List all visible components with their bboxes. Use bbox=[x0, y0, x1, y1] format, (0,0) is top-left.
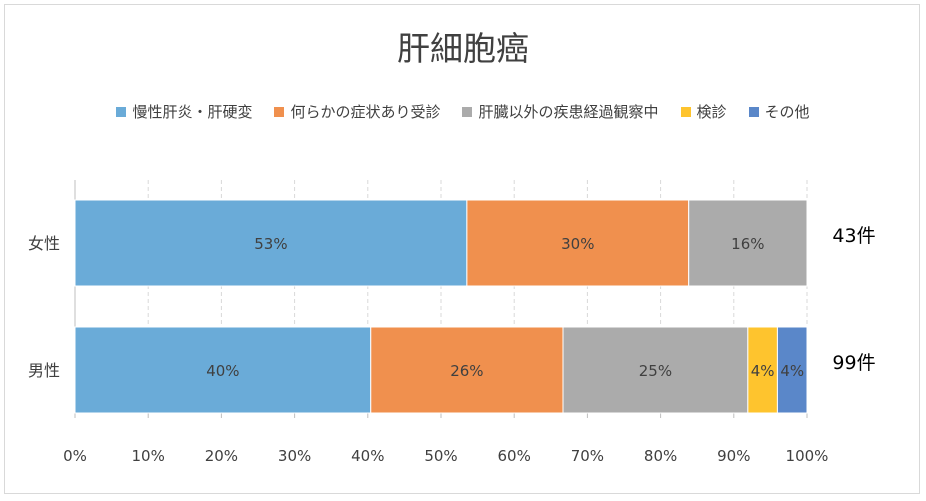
legend-label: その他 bbox=[764, 103, 810, 121]
category-label: 女性 bbox=[28, 234, 60, 253]
data-label: 4% bbox=[751, 362, 775, 380]
data-label: 25% bbox=[639, 362, 672, 380]
chart-title: 肝細胞癌 bbox=[397, 29, 529, 68]
x-tick-label: 0% bbox=[63, 447, 87, 465]
x-tick-label: 70% bbox=[571, 447, 604, 465]
count-label: 43件 bbox=[832, 225, 875, 247]
bar-segment bbox=[562, 326, 749, 414]
x-tick-label: 50% bbox=[424, 447, 457, 465]
legend-label: 何らかの症状あり受診 bbox=[290, 103, 441, 121]
count-label: 99件 bbox=[832, 352, 875, 374]
legend-item: その他 bbox=[748, 101, 810, 122]
data-label: 30% bbox=[561, 235, 594, 253]
legend-label: 肝臓以外の疾患経過観察中 bbox=[478, 103, 659, 121]
x-tick-label: 30% bbox=[278, 447, 311, 465]
legend-item: 肝臓以外の疾患経過観察中 bbox=[462, 101, 659, 122]
x-tick-label: 20% bbox=[205, 447, 238, 465]
data-label: 26% bbox=[450, 362, 483, 380]
x-tick-label: 90% bbox=[717, 447, 750, 465]
x-tick-label: 60% bbox=[498, 447, 531, 465]
bar-segment bbox=[74, 326, 372, 414]
bar-segment bbox=[466, 199, 690, 287]
bar-segment bbox=[688, 199, 808, 287]
bar-segment bbox=[370, 326, 564, 414]
legend-swatch bbox=[680, 106, 691, 117]
legend-swatch bbox=[748, 106, 759, 117]
category-label: 男性 bbox=[28, 361, 60, 380]
legend-swatch bbox=[274, 106, 285, 117]
data-label: 53% bbox=[254, 235, 287, 253]
bar-segment bbox=[776, 326, 808, 414]
chart-legend: 慢性肝炎・肝硬変 何らかの症状あり受診 肝臓以外の疾患経過観察中 検診 その他 bbox=[0, 101, 926, 122]
legend-label: 検診 bbox=[696, 103, 727, 121]
data-label: 16% bbox=[731, 235, 764, 253]
legend-swatch bbox=[116, 106, 127, 117]
x-tick-label: 10% bbox=[132, 447, 165, 465]
x-tick-label: 100% bbox=[786, 447, 829, 465]
bar-segment bbox=[74, 199, 468, 287]
x-tick-label: 80% bbox=[644, 447, 677, 465]
data-label: 40% bbox=[206, 362, 239, 380]
x-tick-label: 40% bbox=[351, 447, 384, 465]
legend-item: 慢性肝炎・肝硬変 bbox=[116, 101, 252, 122]
legend-label: 慢性肝炎・肝硬変 bbox=[132, 103, 253, 121]
data-label: 4% bbox=[780, 362, 804, 380]
legend-swatch bbox=[462, 106, 473, 117]
legend-item: 何らかの症状あり受診 bbox=[274, 101, 440, 122]
legend-item: 検診 bbox=[680, 101, 727, 122]
